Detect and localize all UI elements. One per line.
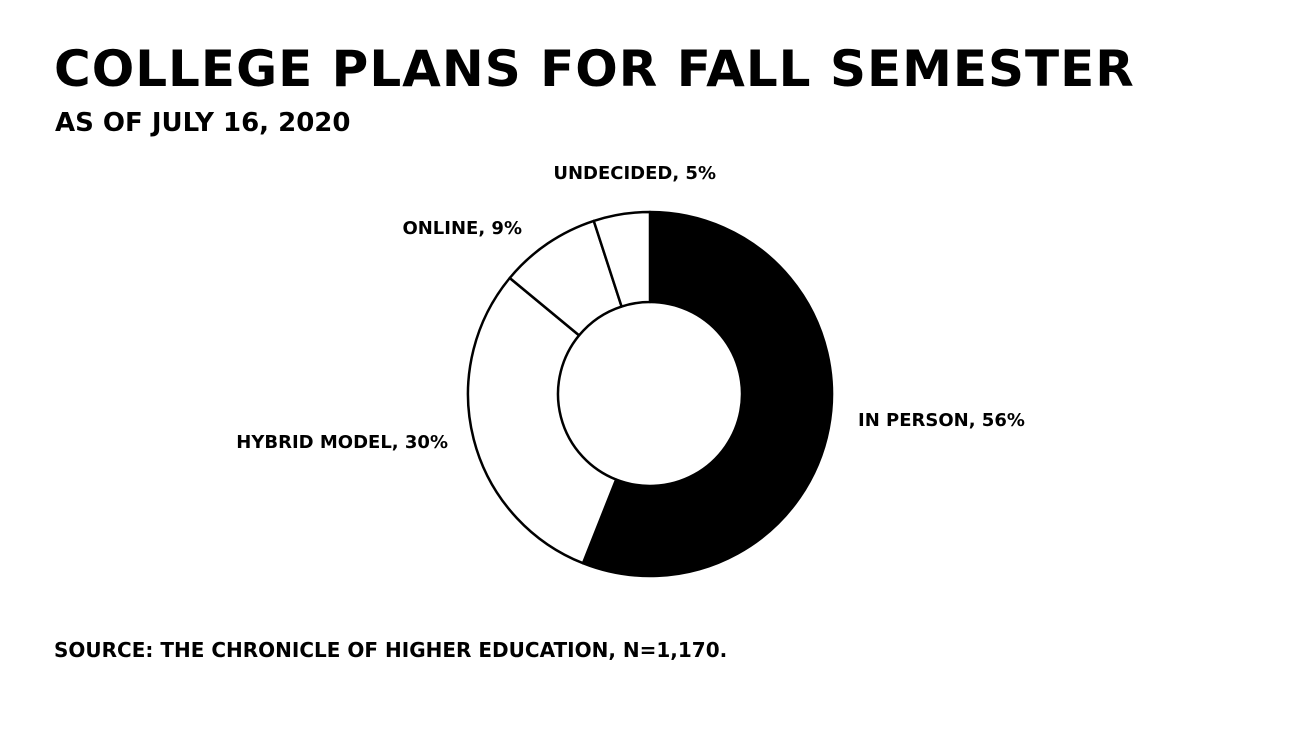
slice-hybrid-model: [466, 276, 618, 565]
slice-undecided: [592, 210, 652, 308]
slice-label-hybrid-model: HYBRID MODEL, 30%: [236, 432, 448, 453]
slice-label-undecided: UNDECIDED, 5%: [553, 163, 716, 184]
chart-subtitle: AS OF JULY 16, 2020: [55, 108, 351, 138]
labels-group: IN PERSON, 56% HYBRID MODEL, 30% ONLINE, 9…: [236, 163, 1025, 453]
chart-title: COLLEGE PLANS FOR FALL SEMESTER: [54, 40, 1135, 98]
slice-in-person: [581, 210, 834, 578]
source-note: SOURCE: THE CHRONICLE OF HIGHER EDUCATIO…: [54, 638, 728, 662]
slices-group: [466, 210, 834, 578]
slice-label-online: ONLINE, 9%: [402, 218, 522, 239]
slice-label-in-person: IN PERSON, 56%: [858, 410, 1025, 431]
